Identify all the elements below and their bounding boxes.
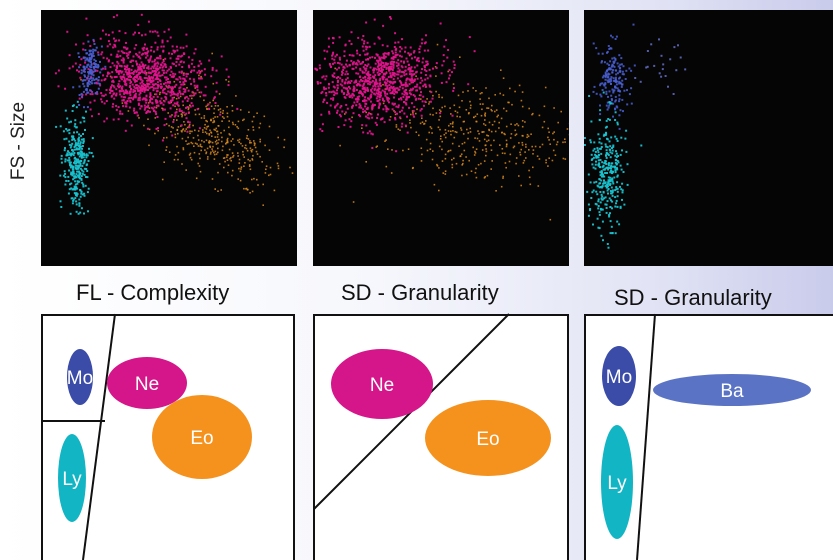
gate-label-neutrophils: Ne [370, 375, 394, 396]
gate-label-monocytes: Mo [606, 367, 632, 388]
scatter-plot-granularity [313, 10, 569, 266]
gating-diagram-granularity: Ne Eo [313, 314, 569, 560]
x-axis-label-granularity: SD - Granularity [341, 280, 499, 306]
gate-label-lymphocytes: Ly [607, 473, 627, 494]
gating-diagram-complexity: Mo Ne Eo Ly [41, 314, 295, 560]
scatter-plot-complexity [41, 10, 297, 266]
cluster-mo [72, 39, 106, 108]
cluster-mo [593, 24, 636, 130]
cluster-eo [313, 44, 569, 221]
cluster-eo [80, 53, 297, 206]
cluster-ba [634, 38, 686, 95]
cluster-ly [55, 101, 94, 215]
x-axis-label-complexity: FL - Complexity [76, 280, 229, 306]
scatter-plot-granularity-basophil [584, 10, 833, 266]
gate-label-monocytes: Mo [67, 368, 93, 389]
gating-diagram-basophil: Mo Ba Ly [584, 314, 833, 560]
gate-label-eosinophils: Eo [476, 429, 499, 450]
cluster-ly [584, 92, 642, 249]
x-axis-label-granularity-2: SD - Granularity [614, 285, 772, 311]
gate-label-lymphocytes: Ly [62, 469, 82, 490]
y-axis-label: FS - Size [5, 86, 33, 196]
gate-label-basophils: Ba [720, 381, 744, 402]
gate-label-eosinophils: Eo [190, 428, 213, 449]
gate-label-neutrophils: Ne [135, 374, 159, 395]
